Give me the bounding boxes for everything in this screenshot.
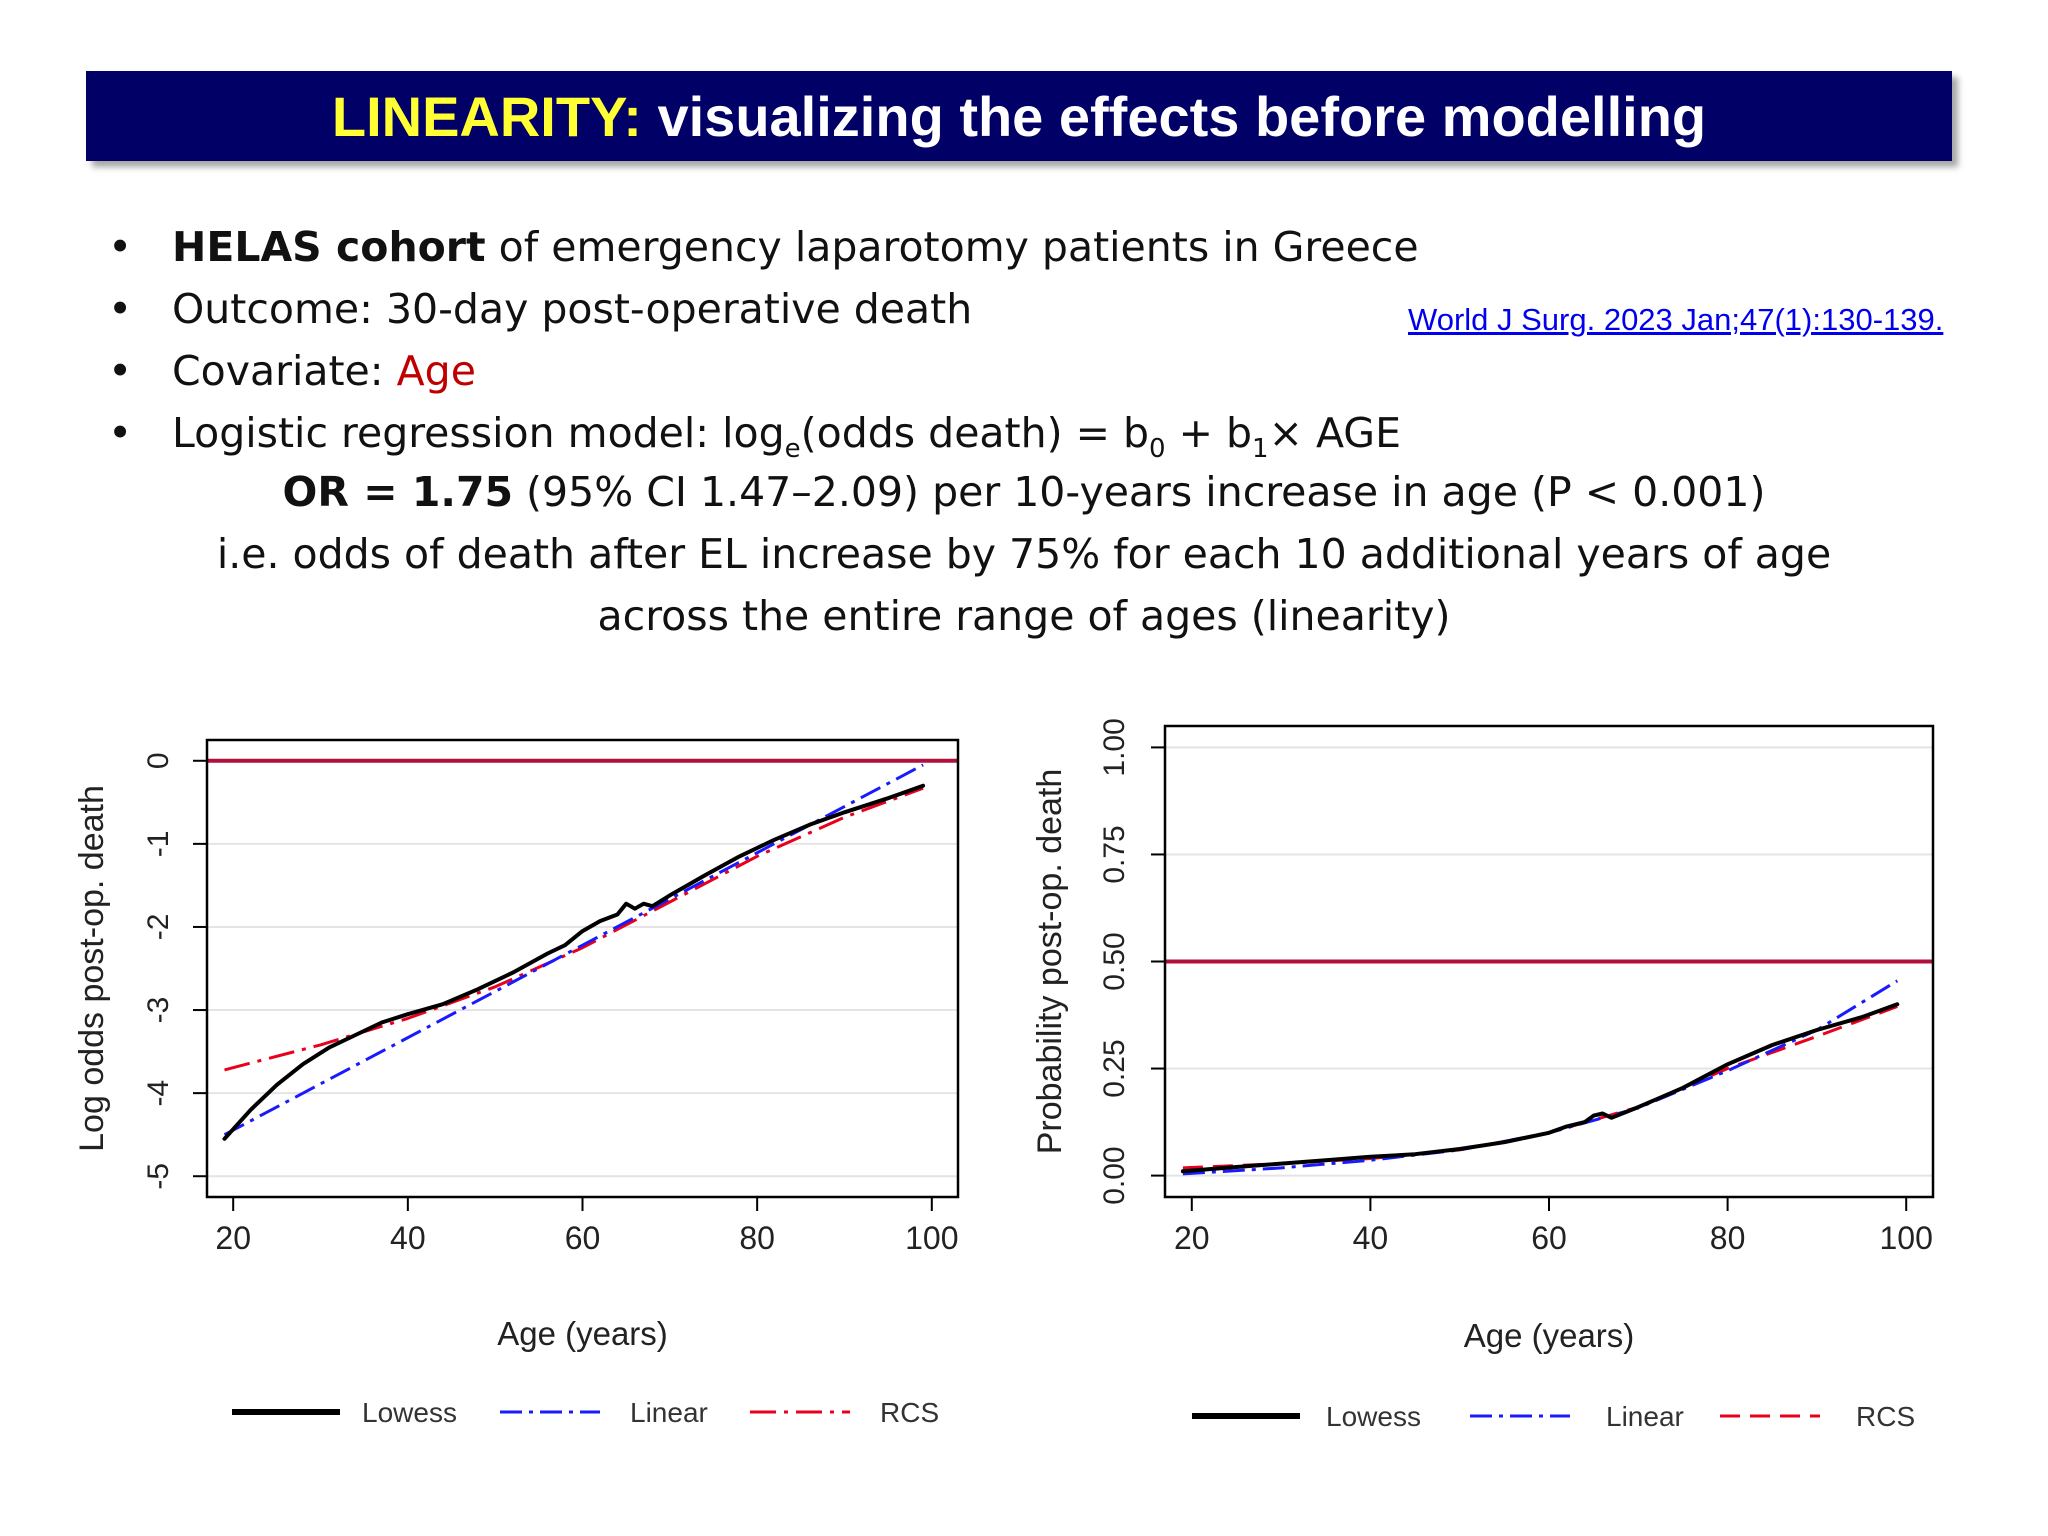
y-tick-label: 0.25 xyxy=(1098,1039,1131,1097)
y-axis-label: Log odds post-op. death xyxy=(73,785,111,1152)
y-tick-label: 0.75 xyxy=(1098,825,1131,883)
legend-label-lowess: Lowess xyxy=(1326,1401,1421,1432)
cohort-rest: of emergency laparotomy patients in Gree… xyxy=(485,223,1419,271)
probability-chart: 0.00 0.25 0.50 0.75 1.00 20 40 60 80 100 Probabili… xyxy=(1031,718,1935,1432)
or-label: OR = xyxy=(282,468,412,516)
cohort-bold: HELAS cohort xyxy=(172,223,486,271)
x-tick-label: 60 xyxy=(565,1220,601,1256)
x-tick-label: 100 xyxy=(905,1220,958,1256)
title-bar: LINEARITY: visualizing the effects befor… xyxy=(86,71,1952,161)
model-text-a: Logistic regression model: log xyxy=(172,409,785,457)
series-line-lowess xyxy=(222,783,926,1141)
model-text-c: + b xyxy=(1165,409,1253,457)
reference-link[interactable]: World J Surg. 2023 Jan;47(1):130-139. xyxy=(1408,302,1944,337)
bullet-list: HELAS cohort of emergency laparotomy pat… xyxy=(100,216,1500,464)
y-tick-label: -2 xyxy=(142,914,175,941)
legend-label-linear: Linear xyxy=(630,1397,708,1428)
y-tick-label: -5 xyxy=(142,1163,175,1190)
log-odds-chart: -5 -4 -3 -2 -1 0 20 40 60 80 100 Log odds post-op. … xyxy=(73,738,960,1428)
x-tick-label: 60 xyxy=(1531,1220,1567,1256)
model-sub-1: 1 xyxy=(1252,434,1269,464)
y-tick-label: 0.50 xyxy=(1098,932,1131,990)
x-tick-label: 40 xyxy=(390,1220,426,1256)
outcome-text: Outcome: 30-day post-operative death xyxy=(172,285,973,333)
odds-ratio-line: OR = 1.75 (95% CI 1.47–2.09) per 10-year… xyxy=(0,468,2048,516)
legend-label-rcs: RCS xyxy=(880,1397,939,1428)
bullet-outcome: Outcome: 30-day post-operative death xyxy=(100,278,1500,340)
model-sub-e: e xyxy=(784,434,801,464)
series-line-lowess xyxy=(1180,1002,1900,1174)
x-tick-label: 20 xyxy=(1174,1220,1210,1256)
model-text-d: × AGE xyxy=(1268,409,1401,457)
y-tick-label: -4 xyxy=(142,1080,175,1107)
y-tick-label: 0 xyxy=(142,752,175,769)
bullet-model: Logistic regression model: loge(odds dea… xyxy=(100,402,1500,464)
legend-label-rcs: RCS xyxy=(1856,1401,1915,1432)
legend-label-lowess: Lowess xyxy=(362,1397,457,1428)
x-tick-label: 80 xyxy=(739,1220,775,1256)
y-axis-label: Probability post-op. death xyxy=(1031,769,1069,1155)
x-tick-label: 100 xyxy=(1880,1220,1933,1256)
bullet-cohort: HELAS cohort of emergency laparotomy pat… xyxy=(100,216,1500,278)
x-axis-label: Age (years) xyxy=(497,1315,668,1352)
bullet-covariate: Covariate: Age xyxy=(100,340,1500,402)
or-rest: (95% CI 1.47–2.09) per 10-years increase… xyxy=(513,468,1766,516)
or-value: 1.75 xyxy=(411,468,514,516)
title-highlight: LINEARITY: xyxy=(331,84,642,148)
y-tick-label: -1 xyxy=(142,831,175,858)
covariate-value: Age xyxy=(396,347,476,395)
slide-title: LINEARITY: visualizing the effects befor… xyxy=(332,84,1706,149)
model-text-b: (odds death) = b xyxy=(800,409,1150,457)
plot-area xyxy=(207,740,958,1197)
model-sub-0: 0 xyxy=(1149,434,1166,464)
x-tick-label: 40 xyxy=(1353,1220,1389,1256)
legend-label-linear: Linear xyxy=(1606,1401,1684,1432)
covariate-label: Covariate: xyxy=(172,347,397,395)
y-tick-label: -3 xyxy=(142,997,175,1024)
x-tick-label: 80 xyxy=(1710,1220,1746,1256)
y-tick-label: 1.00 xyxy=(1098,718,1131,776)
title-rest: visualizing the effects before modelling xyxy=(641,84,1707,148)
y-tick-label: 0.00 xyxy=(1098,1146,1131,1204)
linearity-note: across the entire range of ages (lineari… xyxy=(597,592,1451,640)
interpretation-line: i.e. odds of death after EL increase by … xyxy=(216,530,1832,578)
x-tick-label: 20 xyxy=(215,1220,251,1256)
x-axis-label: Age (years) xyxy=(1464,1317,1635,1354)
